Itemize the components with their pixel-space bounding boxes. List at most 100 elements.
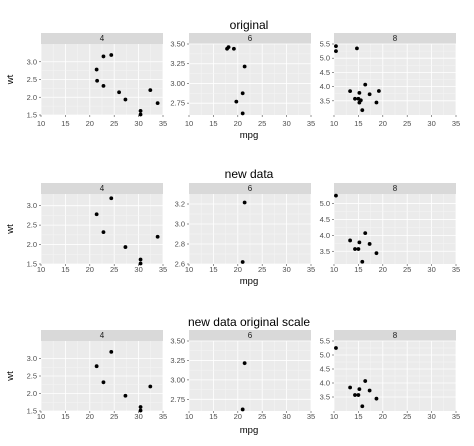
x-tick-label: 35 [307, 119, 315, 128]
data-point [356, 96, 361, 101]
y-tick-label: 2.0 [27, 389, 37, 398]
facet-strip-label: 8 [393, 331, 398, 340]
y-tick-label: 4.0 [320, 82, 330, 91]
facet-panel-4: 4 10 15 20 25 30 35 1.5 2.0 2.5 3.0 [27, 33, 167, 128]
x-tick-label: 30 [134, 119, 142, 128]
y-tick-label: 3.0 [27, 201, 37, 210]
data-point [334, 44, 338, 49]
x-tick-label: 25 [403, 119, 411, 128]
y-tick-label: 3.5 [320, 96, 330, 105]
y-tick-label: 5.5 [320, 40, 330, 49]
data-point [374, 396, 379, 401]
x-tick-label: 30 [427, 119, 435, 128]
data-point [240, 407, 245, 412]
gridlines [188, 194, 312, 265]
x-tick-label: 25 [403, 412, 411, 421]
x-tick-label: 30 [427, 412, 435, 421]
x-tick-label: 10 [330, 412, 338, 421]
x-axis-label: mpg [240, 425, 258, 436]
x-tick-label: 15 [354, 119, 362, 128]
data-point [242, 64, 247, 69]
facet-strip-label: 6 [248, 34, 253, 43]
x-tick-label: 20 [234, 265, 242, 274]
y-tick-label: 2.6 [175, 260, 185, 269]
data-point [240, 260, 245, 264]
facet-strip [41, 183, 163, 194]
x-tick-label: 35 [452, 412, 460, 421]
x-tick-label: 15 [354, 265, 362, 274]
data-point [234, 99, 239, 104]
data-point [242, 361, 247, 366]
chart-1: new data wt mpg 4 10 15 20 25 30 35 1.5 2.0 2.5 3.0 6 1… [5, 167, 460, 287]
data-point [109, 53, 114, 57]
y-tick-label: 3.00 [170, 375, 185, 384]
data-point [360, 259, 365, 264]
data-point [348, 238, 353, 243]
data-point [356, 247, 361, 251]
data-point [357, 90, 362, 95]
facet-strip [41, 33, 163, 44]
data-point [357, 100, 362, 105]
facet-strip-label: 6 [248, 331, 253, 340]
facet-panel-6: 6 10 15 20 25 30 35 2.75 3.00 3.25 3.50 [170, 33, 315, 128]
data-point [367, 388, 372, 393]
data-point [117, 90, 121, 95]
gridlines [40, 44, 164, 116]
data-point [94, 364, 99, 369]
x-tick-label: 20 [379, 265, 387, 274]
data-point [94, 67, 99, 72]
data-point [94, 212, 99, 217]
data-point [138, 109, 143, 113]
x-tick-label: 25 [110, 265, 118, 274]
y-tick-label: 3.50 [170, 40, 185, 49]
data-point [155, 234, 160, 239]
y-tick-label: 5.5 [320, 337, 330, 346]
data-point [101, 380, 106, 385]
data-point [374, 100, 379, 105]
y-tick-label: 2.5 [27, 372, 37, 381]
x-tick-label: 35 [159, 265, 167, 274]
x-tick-label: 15 [354, 412, 362, 421]
x-axis-label: mpg [240, 130, 258, 141]
chart-0: original wt mpg 4 10 15 20 25 30 35 1.5 2.0 2.5 3.0 6 1… [5, 18, 460, 141]
y-tick-label: 3.2 [175, 200, 185, 209]
facet-strip [189, 183, 311, 194]
y-tick-label: 3.5 [320, 247, 330, 256]
data-point [148, 384, 153, 389]
data-point [356, 393, 361, 397]
x-tick-label: 30 [134, 265, 142, 274]
gridlines [333, 340, 457, 411]
gridlines [40, 194, 164, 265]
facet-panel-6: 6 10 15 20 25 30 35 2.6 2.8 3.0 3.2 [175, 183, 315, 274]
facet-panel-8: 8 10 15 20 25 30 35 3.5 4.0 4.5 5.0 5.5 [320, 330, 460, 421]
data-point [357, 387, 362, 392]
gridlines [333, 43, 457, 115]
data-point [95, 78, 100, 83]
x-tick-label: 10 [330, 265, 338, 274]
y-tick-label: 3.0 [27, 57, 37, 66]
data-point [334, 346, 338, 350]
chart-title: new data [225, 167, 274, 181]
x-tick-label: 10 [185, 265, 193, 274]
x-tick-label: 35 [307, 412, 315, 421]
data-point [363, 231, 368, 236]
data-point [138, 261, 143, 266]
x-tick-label: 25 [110, 119, 118, 128]
facet-strip [334, 183, 456, 194]
facet-panel-8: 8 10 15 20 25 30 35 3.5 4.0 4.5 5.0 5.5 [320, 33, 460, 128]
data-point [357, 240, 362, 245]
x-tick-label: 30 [282, 119, 290, 128]
y-tick-label: 3.00 [170, 79, 185, 88]
y-tick-label: 1.5 [27, 111, 37, 120]
data-point [148, 88, 153, 93]
x-tick-label: 35 [452, 265, 460, 274]
data-point [376, 89, 381, 93]
y-tick-label: 3.25 [170, 59, 185, 68]
facet-strip-label: 4 [100, 34, 105, 43]
data-point [101, 230, 106, 235]
data-point [348, 89, 353, 94]
data-point [138, 112, 143, 117]
x-tick-label: 25 [258, 412, 266, 421]
y-tick-label: 5.0 [320, 199, 330, 208]
data-point [363, 82, 368, 87]
